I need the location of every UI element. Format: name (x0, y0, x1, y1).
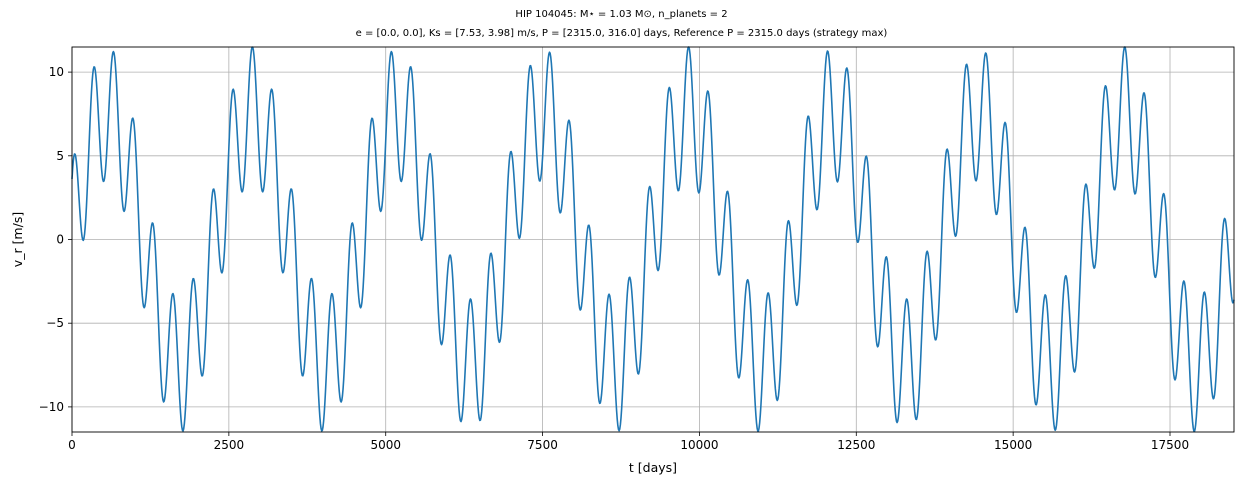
y-tick-label: −10 (39, 400, 64, 414)
x-axis: 0 2500 5000 7500 10000 12500 15000 17500 (68, 432, 1189, 452)
chart-subtitle: e = [0.0, 0.0], Ks = [7.53, 3.98] m/s, P… (355, 28, 888, 39)
y-axis-label: v_r [m/s] (10, 212, 25, 267)
x-tick-label: 17500 (1151, 438, 1189, 452)
x-tick-label: 2500 (214, 438, 245, 452)
x-tick-label: 12500 (837, 438, 875, 452)
y-tick-label: 10 (49, 65, 64, 79)
x-tick-label: 15000 (994, 438, 1032, 452)
y-tick-label: −5 (46, 316, 64, 330)
rv-series-line (71, 46, 1235, 433)
x-axis-label: t [days] (629, 460, 677, 475)
chart-title: HIP 104045: M⋆ = 1.03 M⊙, n_planets = 2 (515, 9, 728, 20)
x-tick-label: 7500 (527, 438, 558, 452)
y-axis: −10 −5 0 5 10 (39, 65, 72, 414)
y-tick-label: 5 (56, 149, 64, 163)
grid (71, 47, 1234, 432)
y-tick-label: 0 (56, 233, 64, 247)
x-tick-label: 5000 (370, 438, 401, 452)
x-tick-label: 0 (68, 438, 76, 452)
x-tick-label: 10000 (680, 438, 718, 452)
